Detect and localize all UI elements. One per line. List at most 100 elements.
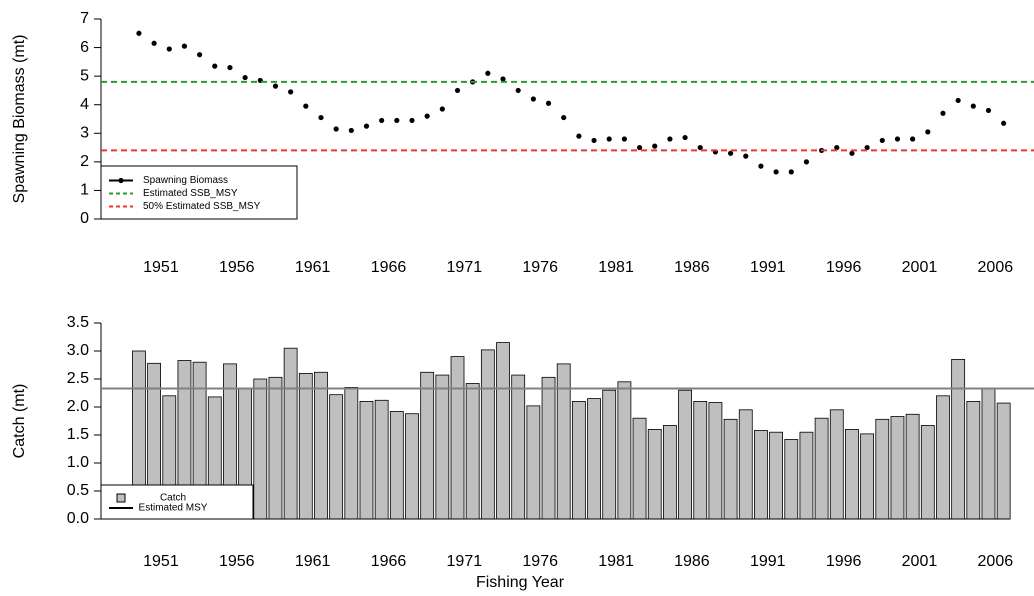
point [606, 136, 612, 142]
point [849, 150, 855, 156]
legend-label: Estimated MSY [139, 503, 208, 514]
bar [981, 388, 996, 520]
bar [359, 400, 374, 520]
point [621, 136, 627, 142]
point [652, 143, 658, 149]
bar [480, 349, 495, 520]
x-axis-title: Fishing Year [476, 574, 565, 591]
point [303, 103, 309, 109]
point [136, 30, 142, 36]
bar [389, 411, 404, 520]
point [394, 117, 400, 124]
bar [951, 358, 966, 520]
point [758, 163, 764, 169]
y-tick-label: 0.5 [67, 482, 89, 499]
bar [708, 402, 723, 520]
bar [875, 418, 890, 520]
point [181, 43, 188, 49]
y-tick-label: 4 [80, 96, 89, 113]
point [743, 153, 749, 159]
point [197, 52, 203, 58]
bar [860, 433, 875, 520]
bar [814, 417, 829, 520]
y-axis-title: Spawning Biomass (mt) [11, 35, 28, 204]
bar [314, 371, 328, 520]
bar [678, 389, 692, 520]
point [333, 126, 339, 132]
x-tick-label: 1961 [295, 259, 331, 276]
point [864, 144, 870, 151]
point [454, 87, 461, 94]
point [879, 137, 885, 144]
bar [723, 418, 738, 520]
point [727, 150, 734, 156]
point [288, 89, 294, 95]
bar [647, 428, 662, 520]
point [272, 83, 279, 89]
y-tick-label: 1.5 [67, 426, 89, 443]
point [667, 136, 673, 142]
x-tick-label: 1991 [750, 553, 786, 570]
x-tick-label: 1986 [674, 553, 710, 570]
y-tick-label: 3 [80, 125, 89, 142]
y-tick-label: 2.0 [67, 398, 89, 415]
point [910, 136, 916, 142]
point [424, 113, 430, 119]
y-tick-label: 2.5 [67, 370, 89, 387]
x-tick-label: 2001 [902, 259, 938, 276]
bar [511, 374, 526, 520]
point [530, 96, 536, 102]
y-axis-title: Catch (mt) [11, 384, 28, 459]
point [561, 114, 567, 121]
bar [344, 386, 359, 520]
point [439, 106, 445, 112]
point [485, 70, 491, 76]
x-tick-label: 1981 [598, 553, 634, 570]
bar [298, 372, 313, 520]
bar [936, 395, 950, 520]
point [682, 134, 688, 141]
bar [769, 431, 783, 520]
bar [253, 378, 268, 520]
point [834, 144, 840, 151]
bar [799, 431, 814, 520]
point [166, 46, 172, 52]
bar [465, 383, 480, 520]
point [591, 137, 597, 144]
x-tick-label: 2001 [902, 553, 938, 570]
legend-box [100, 165, 298, 220]
bar [845, 428, 859, 520]
bar [617, 381, 632, 520]
point [500, 76, 506, 82]
x-tick-label: 1956 [219, 259, 255, 276]
point [773, 169, 779, 175]
y-tick-label: 5 [80, 67, 89, 84]
legend-label: 50% Estimated SSB_MSY [143, 201, 261, 212]
y-tick-label: 1 [80, 182, 89, 199]
point [697, 144, 703, 151]
bar [587, 398, 601, 520]
point [318, 114, 324, 121]
x-tick-label: 1971 [447, 259, 483, 276]
bar [920, 425, 935, 520]
legend-label: Estimated SSB_MSY [143, 188, 238, 199]
point [788, 169, 794, 175]
bar [905, 413, 920, 520]
bar [420, 371, 435, 520]
legend-label: Catch [160, 493, 186, 504]
point [925, 129, 931, 135]
point [242, 74, 248, 81]
y-tick-label: 3.5 [67, 314, 89, 331]
x-tick-label: 2006 [978, 553, 1014, 570]
legend-swatch [116, 493, 126, 503]
point [576, 133, 582, 139]
point [1001, 120, 1007, 126]
x-tick-label: 1976 [522, 553, 558, 570]
bar [526, 405, 541, 520]
bar [693, 400, 708, 520]
y-tick-label: 6 [80, 39, 89, 56]
bar [996, 402, 1011, 520]
y-tick-label: 0.0 [67, 510, 89, 527]
